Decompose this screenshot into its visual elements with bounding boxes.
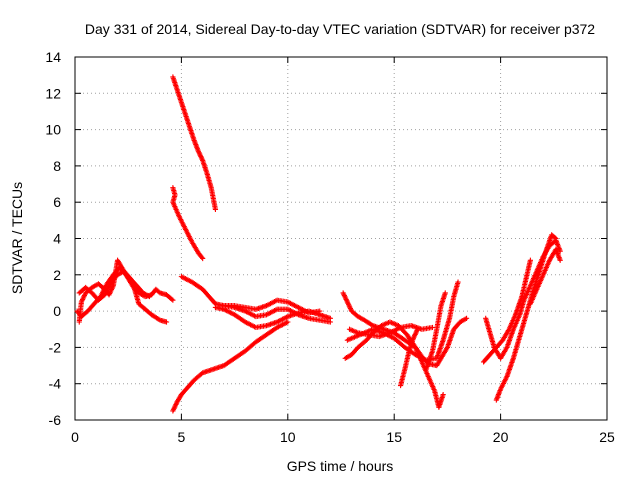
- y-tick-label: -2: [49, 339, 62, 355]
- y-tick-label: 2: [53, 267, 61, 283]
- x-tick-label: 0: [71, 429, 79, 445]
- series-arc-14: [397, 326, 421, 389]
- x-axis-label: GPS time / hours: [287, 458, 394, 474]
- y-tick-label: -4: [49, 376, 62, 392]
- series-arc-19: [527, 246, 563, 307]
- x-tick-label: 25: [599, 429, 615, 445]
- y-tick-label: 0: [53, 303, 61, 319]
- x-tick-label: 5: [178, 429, 186, 445]
- y-tick-label: 4: [53, 231, 61, 247]
- x-tick-label: 15: [386, 429, 402, 445]
- series-arc-6: [178, 274, 333, 325]
- chart-title: Day 331 of 2014, Sidereal Day-to-day VTE…: [85, 21, 595, 37]
- data-point: [429, 324, 436, 331]
- data-point: [212, 206, 219, 213]
- data-point: [440, 391, 446, 398]
- data-point: [527, 257, 533, 263]
- grid-lines: [75, 57, 607, 420]
- data-point: [199, 254, 205, 260]
- data-point: [552, 234, 558, 241]
- y-tick-label: 10: [45, 122, 61, 138]
- series-arc-18: [493, 232, 559, 403]
- y-tick-label: 14: [45, 49, 61, 65]
- data-point: [169, 296, 175, 302]
- series-arc-7: [212, 304, 333, 331]
- data-point: [557, 257, 563, 263]
- data-point: [327, 315, 333, 321]
- data-points: [74, 74, 563, 414]
- data-point: [170, 297, 176, 303]
- y-tick-label: 6: [53, 194, 61, 210]
- data-point: [285, 319, 291, 325]
- y-tick-label: 8: [53, 158, 61, 174]
- data-point: [442, 290, 448, 296]
- data-point: [553, 235, 559, 242]
- data-point: [463, 315, 470, 321]
- axis-ticks: 0 5 10 15 20 25 -6 -4 -2 0 2 4 6 8 10 12 14: [45, 49, 615, 445]
- data-point: [317, 308, 323, 314]
- series-arc-4: [170, 74, 219, 213]
- series-arc-9: [170, 319, 291, 414]
- y-axis-label: SDTVAR / TECUs: [9, 182, 25, 294]
- series-arc-3: [76, 268, 153, 303]
- y-tick-label: -6: [49, 412, 62, 428]
- data-point: [146, 293, 153, 300]
- data-point: [163, 319, 170, 325]
- data-point: [415, 326, 421, 332]
- series-arc-15: [423, 290, 448, 372]
- x-tick-label: 10: [280, 429, 296, 445]
- y-tick-label: 12: [45, 85, 61, 101]
- data-point: [455, 279, 461, 285]
- series-arc-8: [221, 297, 323, 316]
- data-point: [200, 255, 206, 262]
- x-tick-label: 20: [493, 429, 509, 445]
- series-arc-17: [480, 257, 533, 365]
- series-arc-5: [170, 185, 206, 262]
